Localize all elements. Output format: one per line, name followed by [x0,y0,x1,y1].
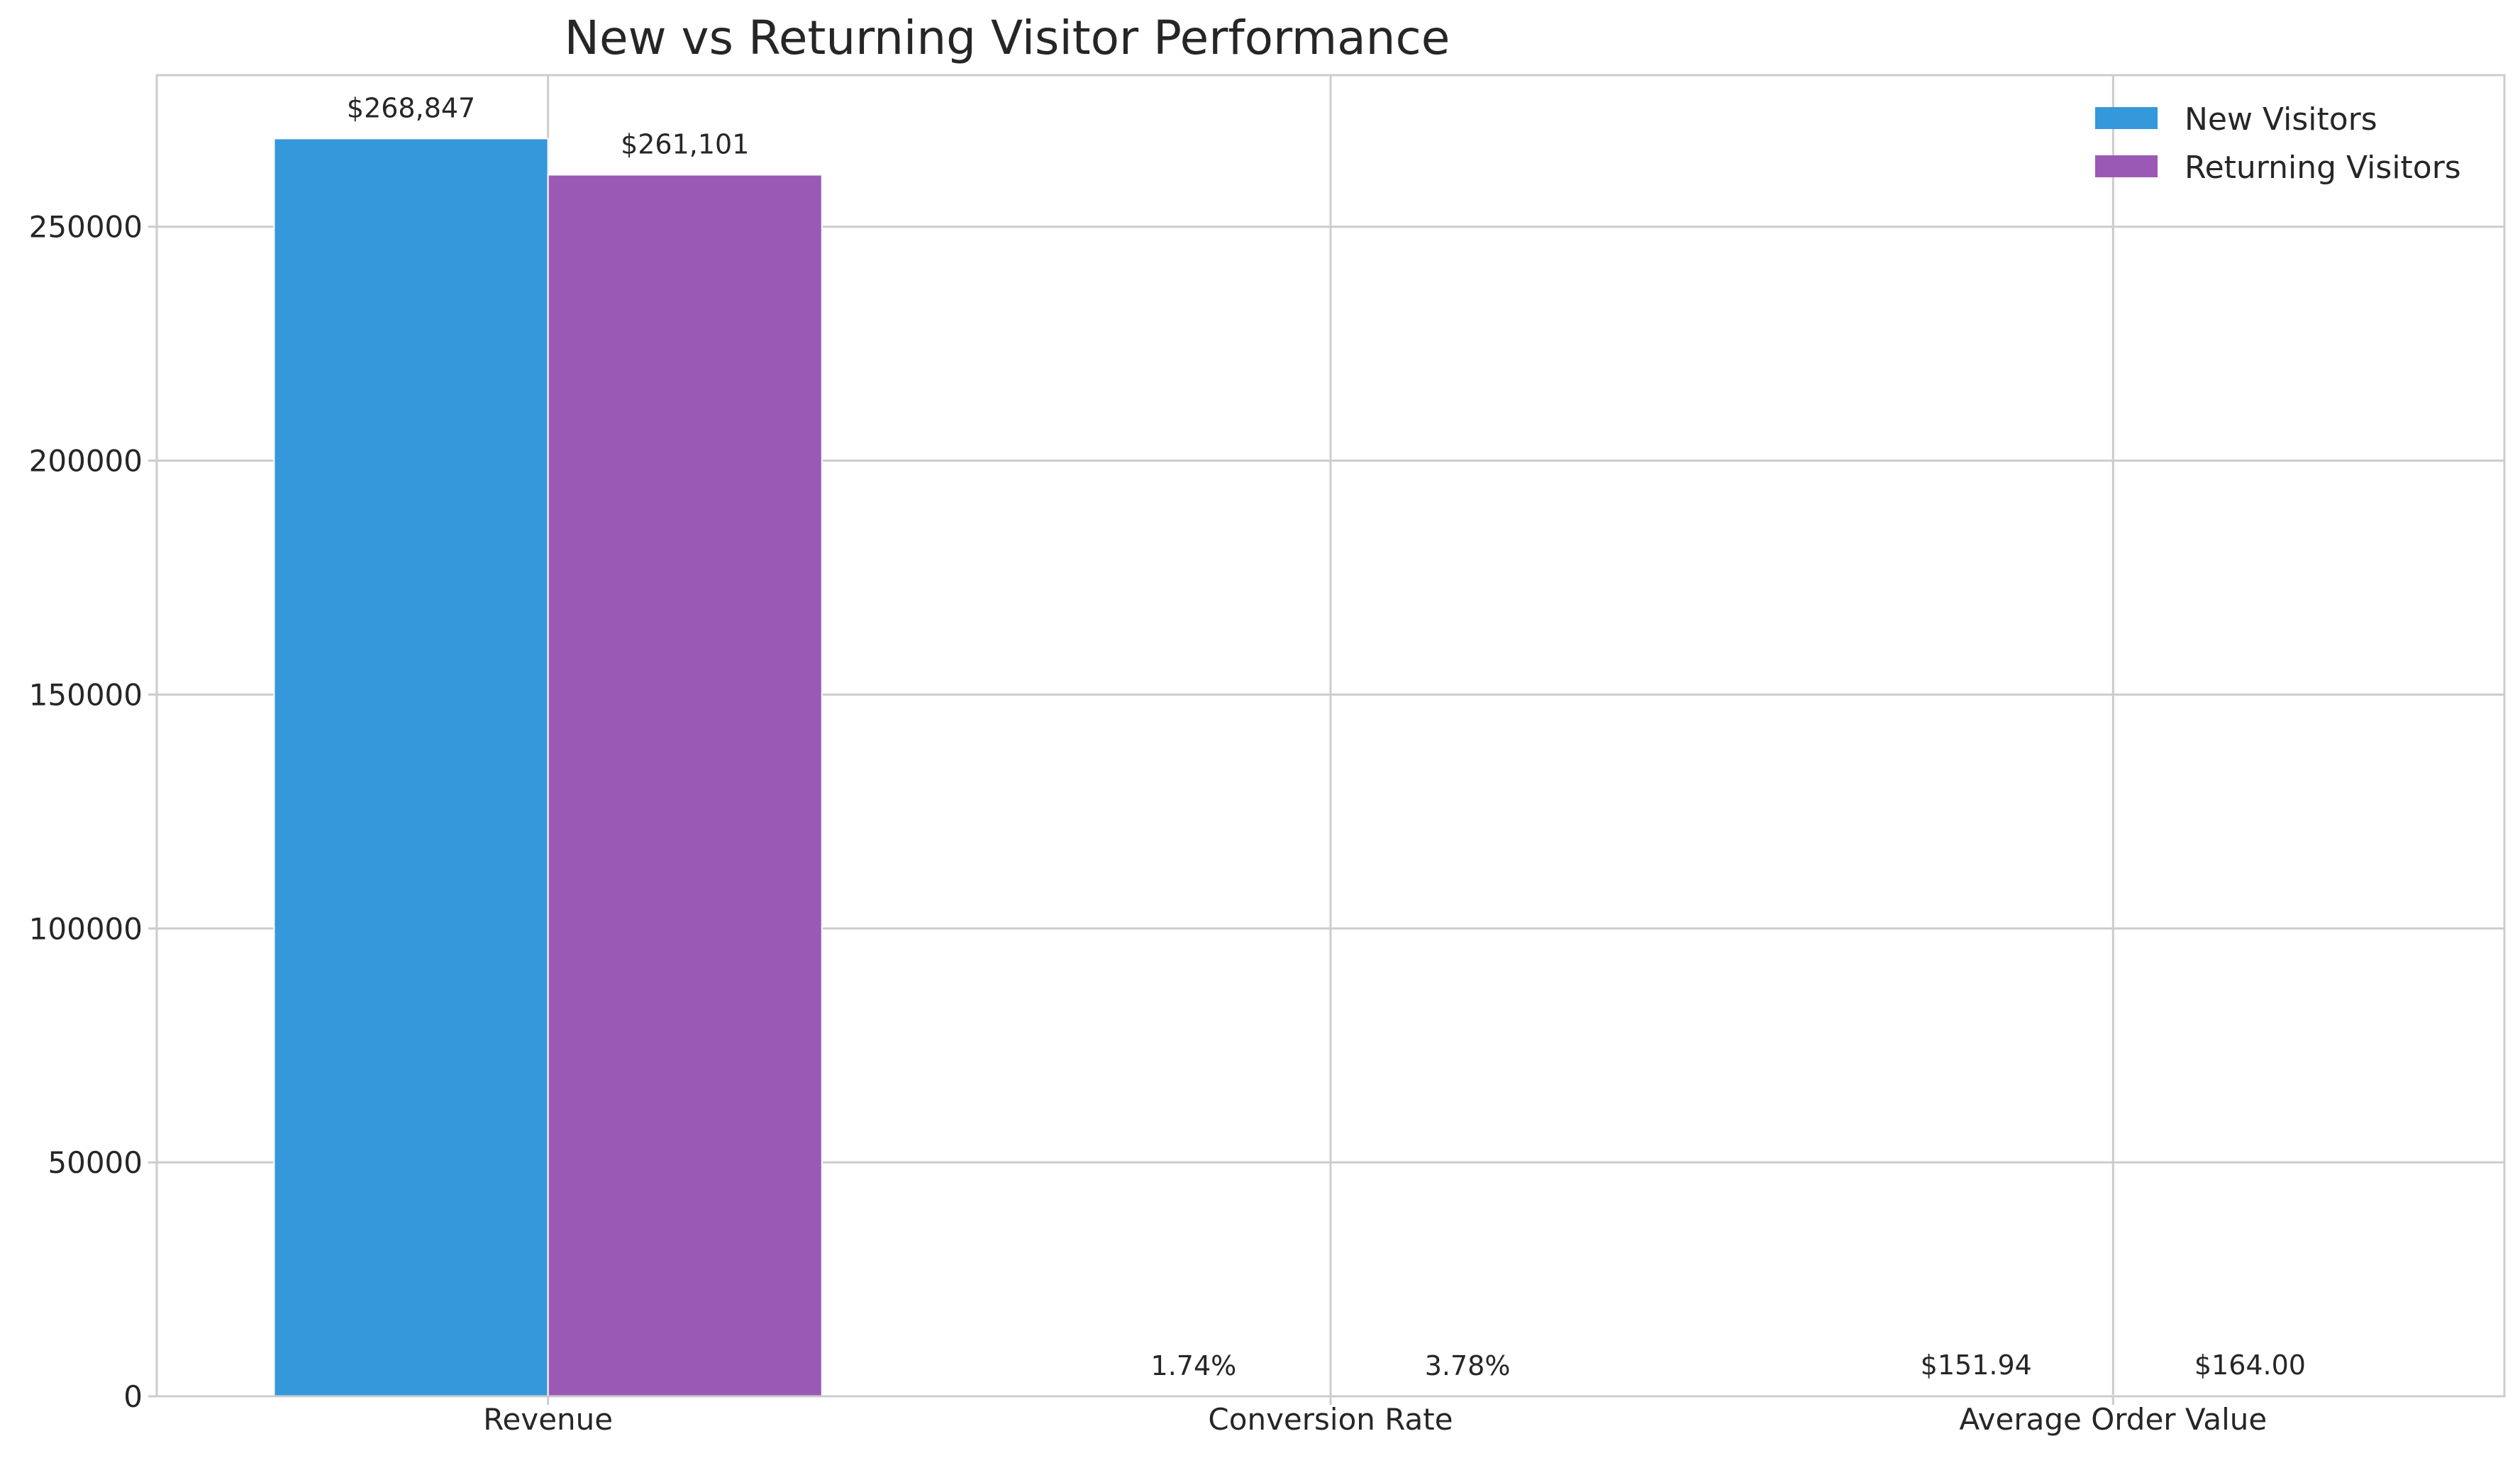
y-tick-label: 250000 [29,210,143,245]
legend-label: New Visitors [2185,101,2377,138]
data-label: $151.94 [1921,1350,2032,1381]
data-labels: $268,847 1.74% $151.94 $261,101 3.78% $164.00 [347,92,2306,1381]
bars [273,138,2388,1398]
legend-label: Returning Visitors [2185,150,2461,186]
x-tick-label: Average Order Value [1959,1402,2267,1437]
bar [547,174,823,1398]
y-tick-label: 100000 [29,911,143,946]
bar [273,138,549,1398]
y-tick-label: 50000 [48,1145,143,1180]
x-tick-label: Conversion Rate [1208,1402,1453,1437]
y-tick-label: 0 [123,1379,143,1414]
chart-title: New vs Returning Visitor Performance [565,11,1450,65]
data-label: 1.74% [1151,1350,1237,1381]
data-label: $261,101 [621,129,749,160]
axes: 0 50000 100000 150000 200000 250000 Revenue Con… [29,74,2506,1437]
legend-swatch [2095,107,2158,129]
data-label: $164.00 [2194,1350,2306,1381]
data-label: $268,847 [347,92,475,123]
legend: New Visitors Returning Visitors [2095,101,2461,186]
y-tick-label: 150000 [29,677,143,712]
data-label: 3.78% [1425,1350,1511,1381]
y-tick-label: 200000 [29,444,143,479]
x-tick-label: Revenue [483,1402,613,1437]
legend-swatch [2095,155,2158,177]
